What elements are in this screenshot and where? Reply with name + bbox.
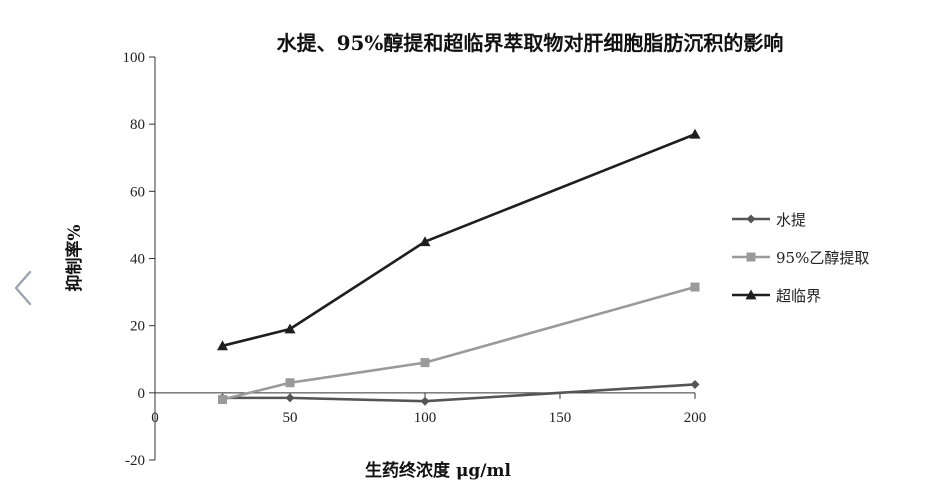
legend-label: 95%乙醇提取: [776, 249, 869, 267]
legend-label: 水提: [776, 211, 806, 229]
y-tick-label: 0: [138, 386, 146, 402]
data-point: [285, 393, 295, 403]
data-point: [689, 128, 701, 139]
x-tick-label: 200: [684, 410, 707, 426]
series-line: [222, 133, 696, 348]
series-2: [217, 128, 701, 351]
data-point: [420, 358, 430, 368]
y-tick-label: 20: [130, 319, 145, 335]
chevron-left-icon: [14, 270, 32, 306]
data-point: [218, 395, 227, 405]
series-group: [217, 128, 701, 406]
data-point: [690, 379, 700, 389]
y-axis-label: 抑制率%: [64, 224, 85, 291]
data-point: [420, 396, 430, 406]
legend-marker: [746, 214, 756, 224]
chart-title: 水提、95%醇提和超临界萃取物对肝细胞脂肪沉积的影响: [277, 31, 784, 55]
series-1: [218, 282, 700, 405]
y-tick-label: 60: [130, 184, 145, 200]
legend-item: 超临界: [732, 287, 821, 305]
data-point: [419, 236, 431, 247]
x-tick-label: 150: [549, 410, 572, 426]
back-chevron-button[interactable]: [10, 268, 38, 308]
y-tick-label: 100: [123, 50, 146, 66]
data-point: [217, 340, 228, 351]
legend-marker: [745, 289, 757, 300]
y-tick-label: 80: [130, 117, 145, 133]
y-tick-label: 40: [130, 252, 145, 268]
x-axis-label: 生药终浓度 μg/ml: [365, 460, 511, 481]
series-line: [222, 285, 696, 401]
x-tick-label: 50: [283, 410, 298, 426]
x-tick-label: 100: [414, 410, 437, 426]
data-point: [285, 378, 295, 388]
legend-item: 95%乙醇提取: [732, 249, 869, 267]
data-point: [284, 323, 296, 334]
series-line: [222, 383, 696, 403]
legend-marker: [746, 252, 756, 262]
x-tick-label: 0: [151, 410, 159, 426]
legend-item: 水提: [732, 211, 806, 229]
data-point: [690, 282, 700, 292]
y-tick-label: -20: [125, 453, 145, 469]
legend-label: 超临界: [776, 287, 821, 305]
